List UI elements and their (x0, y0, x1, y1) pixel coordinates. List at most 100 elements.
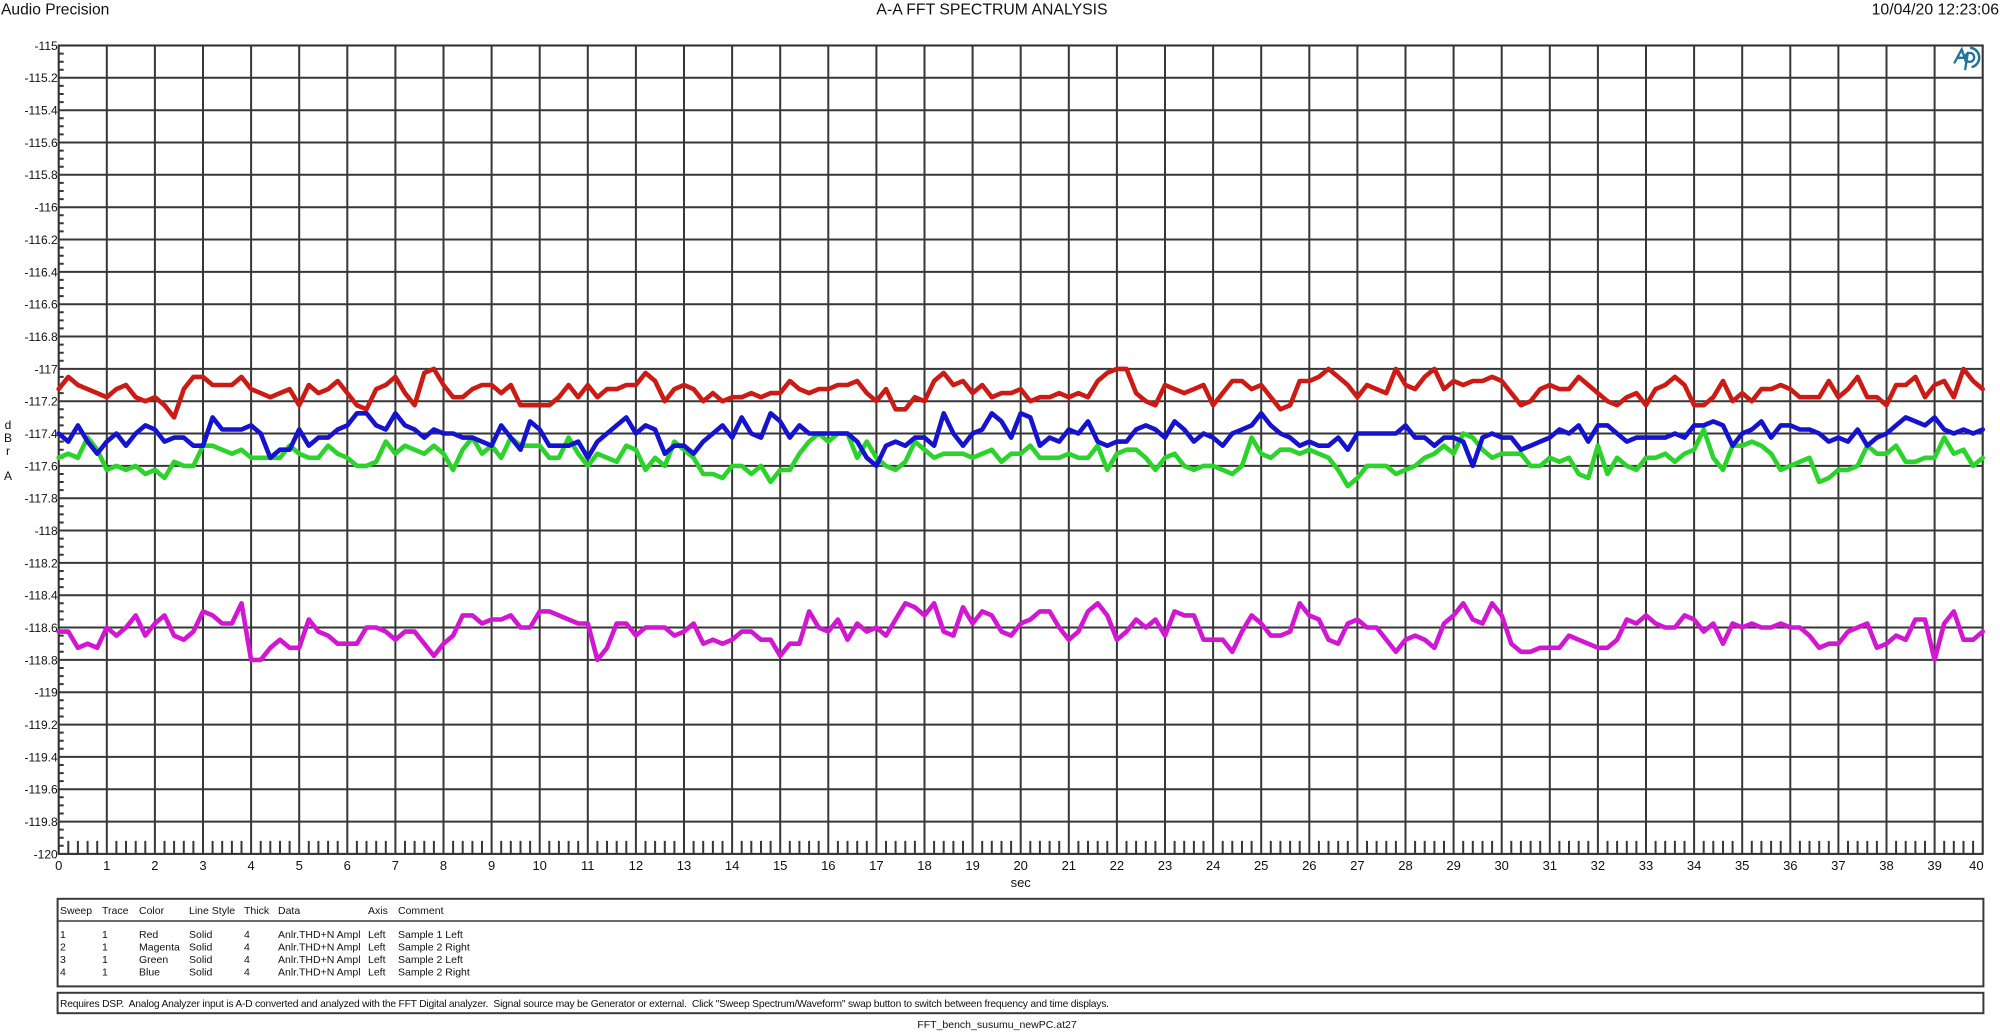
svg-text:18: 18 (917, 858, 931, 873)
svg-text:Color: Color (139, 905, 165, 917)
svg-text:Left: Left (368, 954, 386, 966)
svg-text:1: 1 (102, 967, 108, 979)
svg-text:-116: -116 (35, 201, 58, 215)
svg-text:-119: -119 (35, 686, 58, 700)
svg-text:19: 19 (965, 858, 979, 873)
svg-text:-116.4: -116.4 (25, 265, 58, 279)
svg-text:-115: -115 (35, 39, 58, 53)
svg-text:37: 37 (1831, 858, 1845, 873)
svg-text:d: d (5, 418, 12, 432)
svg-text:Sweep: Sweep (60, 905, 92, 917)
svg-text:Sample 2 Right: Sample 2 Right (398, 967, 470, 979)
svg-text:-117.6: -117.6 (25, 459, 58, 473)
svg-text:Requires DSP. Analog Analyzer: Requires DSP. Analog Analyzer input is A… (60, 999, 1109, 1010)
svg-text:1: 1 (60, 929, 66, 941)
svg-text:17: 17 (869, 858, 883, 873)
svg-text:-118.4: -118.4 (25, 589, 58, 603)
svg-text:r: r (6, 444, 10, 458)
svg-text:-116.8: -116.8 (25, 330, 58, 344)
svg-text:28: 28 (1398, 858, 1412, 873)
svg-text:-119.2: -119.2 (25, 718, 58, 732)
svg-text:Red: Red (139, 929, 158, 941)
svg-text:21: 21 (1062, 858, 1076, 873)
svg-text:-118: -118 (35, 524, 58, 538)
svg-text:4: 4 (60, 967, 66, 979)
svg-text:Line Style: Line Style (189, 905, 235, 917)
svg-text:-119.8: -119.8 (25, 815, 58, 829)
svg-text:27: 27 (1350, 858, 1364, 873)
svg-text:Sample 2 Left: Sample 2 Left (398, 954, 463, 966)
svg-text:10/04/20 12:23:06: 10/04/20 12:23:06 (1872, 2, 2000, 19)
svg-text:A-A FFT SPECTRUM ANALYSIS: A-A FFT SPECTRUM ANALYSIS (876, 2, 1107, 19)
svg-text:38: 38 (1879, 858, 1893, 873)
svg-text:6: 6 (344, 858, 351, 873)
svg-text:29: 29 (1446, 858, 1460, 873)
svg-text:Anlr.THD+N Ampl: Anlr.THD+N Ampl (278, 929, 361, 941)
svg-text:Thick: Thick (244, 905, 270, 917)
svg-text:24: 24 (1206, 858, 1220, 873)
svg-text:-115.4: -115.4 (25, 104, 58, 118)
svg-text:1: 1 (102, 954, 108, 966)
svg-text:Axis: Axis (368, 905, 388, 917)
svg-text:-118.6: -118.6 (25, 621, 58, 635)
svg-text:Audio Precision: Audio Precision (1, 2, 109, 19)
svg-text:4: 4 (247, 858, 254, 873)
svg-text:Blue: Blue (139, 967, 160, 979)
svg-text:5: 5 (296, 858, 303, 873)
svg-text:16: 16 (821, 858, 835, 873)
svg-text:8: 8 (440, 858, 447, 873)
svg-text:Solid: Solid (189, 967, 213, 979)
svg-text:36: 36 (1783, 858, 1797, 873)
svg-text:4: 4 (244, 942, 250, 954)
svg-text:4: 4 (244, 967, 250, 979)
svg-text:30: 30 (1494, 858, 1508, 873)
svg-text:7: 7 (392, 858, 399, 873)
svg-text:-117: -117 (35, 362, 58, 376)
svg-text:35: 35 (1735, 858, 1749, 873)
svg-text:-115.8: -115.8 (25, 168, 58, 182)
svg-text:3: 3 (60, 954, 66, 966)
svg-text:sec: sec (1011, 875, 1032, 890)
svg-text:10: 10 (532, 858, 546, 873)
svg-text:Left: Left (368, 942, 386, 954)
svg-text:3: 3 (199, 858, 206, 873)
svg-text:-117.4: -117.4 (25, 427, 58, 441)
svg-text:Anlr.THD+N Ampl: Anlr.THD+N Ampl (278, 942, 361, 954)
svg-text:26: 26 (1302, 858, 1316, 873)
svg-text:-117.8: -117.8 (25, 492, 58, 506)
svg-text:-116.6: -116.6 (25, 298, 58, 312)
svg-text:0: 0 (55, 858, 62, 873)
svg-text:12: 12 (629, 858, 643, 873)
svg-text:-120: -120 (34, 847, 58, 861)
svg-text:14: 14 (725, 858, 739, 873)
svg-text:13: 13 (677, 858, 691, 873)
svg-text:A: A (4, 469, 12, 483)
svg-text:Sample 2 Right: Sample 2 Right (398, 942, 470, 954)
svg-text:22: 22 (1110, 858, 1124, 873)
svg-text:20: 20 (1013, 858, 1027, 873)
svg-text:Solid: Solid (189, 942, 213, 954)
svg-text:40: 40 (1969, 858, 1983, 873)
svg-text:39: 39 (1927, 858, 1941, 873)
svg-text:2: 2 (151, 858, 158, 873)
svg-text:Anlr.THD+N Ampl: Anlr.THD+N Ampl (278, 954, 361, 966)
svg-text:2: 2 (60, 942, 66, 954)
svg-text:9: 9 (488, 858, 495, 873)
svg-text:32: 32 (1591, 858, 1605, 873)
svg-text:15: 15 (773, 858, 787, 873)
svg-text:4: 4 (244, 929, 250, 941)
svg-text:Magenta: Magenta (139, 942, 180, 954)
svg-text:-117.2: -117.2 (25, 395, 58, 409)
svg-text:-118.2: -118.2 (25, 556, 58, 570)
svg-text:-115.2: -115.2 (25, 71, 58, 85)
svg-text:-116.2: -116.2 (25, 233, 58, 247)
svg-text:Solid: Solid (189, 954, 213, 966)
svg-text:Trace: Trace (102, 905, 129, 917)
svg-text:-119.4: -119.4 (25, 750, 58, 764)
svg-text:Green: Green (139, 954, 168, 966)
svg-text:Solid: Solid (189, 929, 213, 941)
svg-text:25: 25 (1254, 858, 1268, 873)
svg-text:31: 31 (1543, 858, 1557, 873)
svg-text:23: 23 (1158, 858, 1172, 873)
svg-text:FFT_bench_susumu_newPC.at27: FFT_bench_susumu_newPC.at27 (917, 1019, 1076, 1031)
